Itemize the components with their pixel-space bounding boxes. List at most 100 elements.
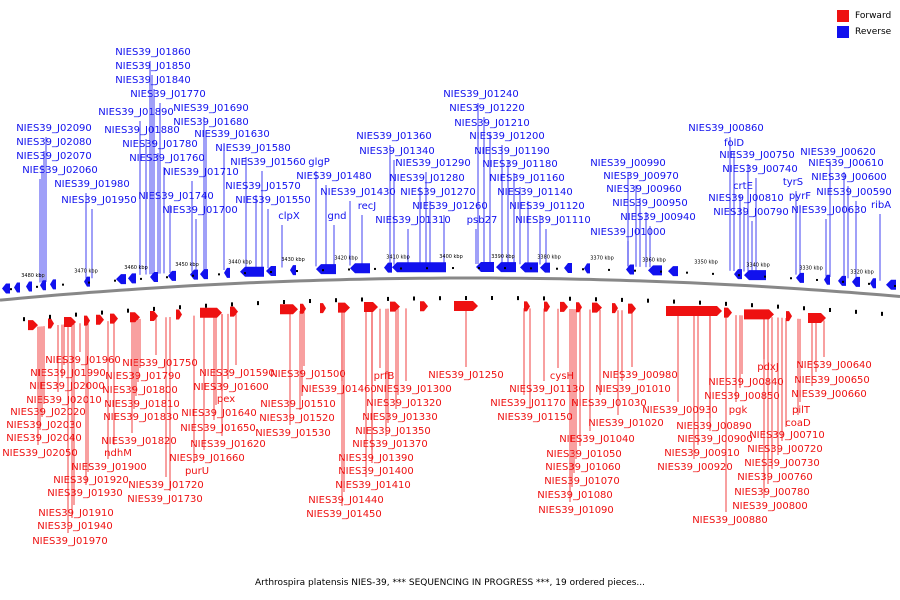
tick-mark <box>738 274 740 277</box>
forward-gene <box>786 311 792 322</box>
reverse-gene-label: NIES39_J01260 <box>412 201 488 212</box>
reverse-gene-label: NIES39_J01480 <box>296 171 372 182</box>
forward-gene-label: NIES39_J00660 <box>791 389 867 400</box>
forward-gene-label: NIES39_J01970 <box>32 536 108 547</box>
tick-mark <box>23 317 25 322</box>
scale-label: 3340 kbp <box>746 262 770 268</box>
tick-mark <box>634 269 636 272</box>
reverse-gene-label: NIES39_J01740 <box>138 191 214 202</box>
tick-mark <box>803 306 805 311</box>
forward-gene <box>280 304 298 315</box>
reverse-gene <box>50 279 56 290</box>
forward-gene-label: NIES39_J01820 <box>101 436 177 447</box>
reverse-gene <box>14 282 20 293</box>
reverse-gene <box>200 269 208 280</box>
reverse-gene <box>584 263 590 274</box>
forward-gene <box>320 303 326 314</box>
reverse-gene <box>852 276 860 287</box>
forward-gene-label: NIES39_J01650 <box>180 423 256 434</box>
tick-mark <box>296 270 298 273</box>
forward-gene <box>420 301 428 312</box>
scale-label: 3430 kbp <box>281 257 305 263</box>
forward-gene <box>560 301 568 312</box>
tick-mark <box>309 299 311 304</box>
tick-mark <box>829 307 831 312</box>
reverse-gene <box>476 262 494 273</box>
forward-gene-label: NIES39_J01400 <box>338 466 414 477</box>
reverse-gene <box>150 271 158 282</box>
reverse-gene-label: NIES39_J01110 <box>515 215 591 226</box>
forward-gene-label: NIES39_J01250 <box>428 370 504 381</box>
tick-mark <box>790 277 792 280</box>
reverse-gene-label: NIES39_J01770 <box>130 89 206 100</box>
forward-gene-label: NIES39_J00930 <box>642 405 718 416</box>
reverse-gene-label: psb27 <box>467 215 498 226</box>
reverse-gene <box>190 269 198 280</box>
reverse-gene-label: NIES39_J00860 <box>688 123 764 134</box>
reverse-gene-label: NIES39_J01680 <box>173 117 249 128</box>
reverse-gene-label: NIES39_J01000 <box>590 227 666 238</box>
reverse-gene-label: NIES39_J01340 <box>359 146 435 157</box>
tick-mark <box>543 296 545 301</box>
scale-label: 3400 kbp <box>439 254 463 260</box>
tick-mark <box>777 304 779 309</box>
reverse-gene <box>392 262 446 273</box>
tick-mark <box>218 273 220 276</box>
reverse-gene <box>350 263 370 274</box>
forward-gene-label: pilT <box>792 405 811 416</box>
reverse-gene-label: NIES39_J01760 <box>129 153 205 164</box>
forward-gene-label: NIES39_J01530 <box>255 428 331 439</box>
reverse-gene-label: NIES39_J00810 <box>708 193 784 204</box>
tick-mark <box>426 267 428 270</box>
reverse-gene-label: folD <box>724 138 744 149</box>
forward-gene-label: NIES39_J00910 <box>664 448 740 459</box>
reverse-gene-label: NIES39_J01710 <box>163 167 239 178</box>
scale-label: 3350 kbp <box>694 260 718 266</box>
reverse-gene-label: NIES39_J00590 <box>816 187 892 198</box>
forward-gene-label: NIES39_J02040 <box>6 433 82 444</box>
tick-mark <box>114 279 116 282</box>
forward-gene-label: NIES39_J01960 <box>45 355 121 366</box>
forward-gene-label: NIES39_J00840 <box>708 377 784 388</box>
forward-gene-label: NIES39_J01350 <box>355 426 431 437</box>
forward-gene-label: NIES39_J01030 <box>571 398 647 409</box>
forward-gene-label: NIES39_J00980 <box>602 370 678 381</box>
tick-mark <box>556 267 558 270</box>
tick-mark <box>855 309 857 314</box>
tick-mark <box>322 269 324 272</box>
reverse-gene-label: pyrF <box>789 191 811 202</box>
reverse-gene-label: NIES39_J01140 <box>497 187 573 198</box>
tick-mark <box>387 296 389 301</box>
forward-gene-label: NIES39_J01940 <box>37 521 113 532</box>
forward-gene-label: NIES39_J01730 <box>127 494 203 505</box>
forward-gene-label: NIES39_J01370 <box>352 439 428 450</box>
tick-mark <box>348 268 350 271</box>
reverse-gene-label: recJ <box>358 201 377 212</box>
forward-gene-label: NIES39_J01300 <box>376 384 452 395</box>
tick-mark <box>101 310 103 315</box>
tick-mark <box>686 271 688 274</box>
tick-mark <box>62 283 64 286</box>
forward-gene <box>808 313 826 324</box>
tick-mark <box>816 278 818 281</box>
scale-label: 3420 kbp <box>334 256 358 262</box>
legend-label-forward: Forward <box>855 11 892 21</box>
reverse-gene-label: clpX <box>278 211 300 222</box>
forward-gene-label: NIES39_J01660 <box>169 453 245 464</box>
reverse-gene-label: NIES39_J02070 <box>16 151 92 162</box>
reverse-gene <box>540 262 550 273</box>
legend-item-reverse: Reverse <box>837 25 891 39</box>
forward-gene <box>364 301 378 312</box>
tick-mark <box>166 276 168 279</box>
forward-gene-label: NIES39_J00710 <box>749 430 825 441</box>
forward-gene-label: NIES39_J01050 <box>546 449 622 460</box>
forward-gene-label: NIES39_J01830 <box>103 412 179 423</box>
forward-gene-label: NIES39_J01320 <box>366 398 442 409</box>
reverse-gene-label: NIES39_J01780 <box>122 139 198 150</box>
reverse-gene <box>564 262 572 273</box>
tick-mark <box>647 298 649 303</box>
forward-gene-label: NIES39_J01520 <box>259 413 335 424</box>
reverse-gene <box>744 270 766 281</box>
reverse-gene-label: NIES39_J00750 <box>719 150 795 161</box>
reverse-gene-label: glgP <box>308 157 330 168</box>
